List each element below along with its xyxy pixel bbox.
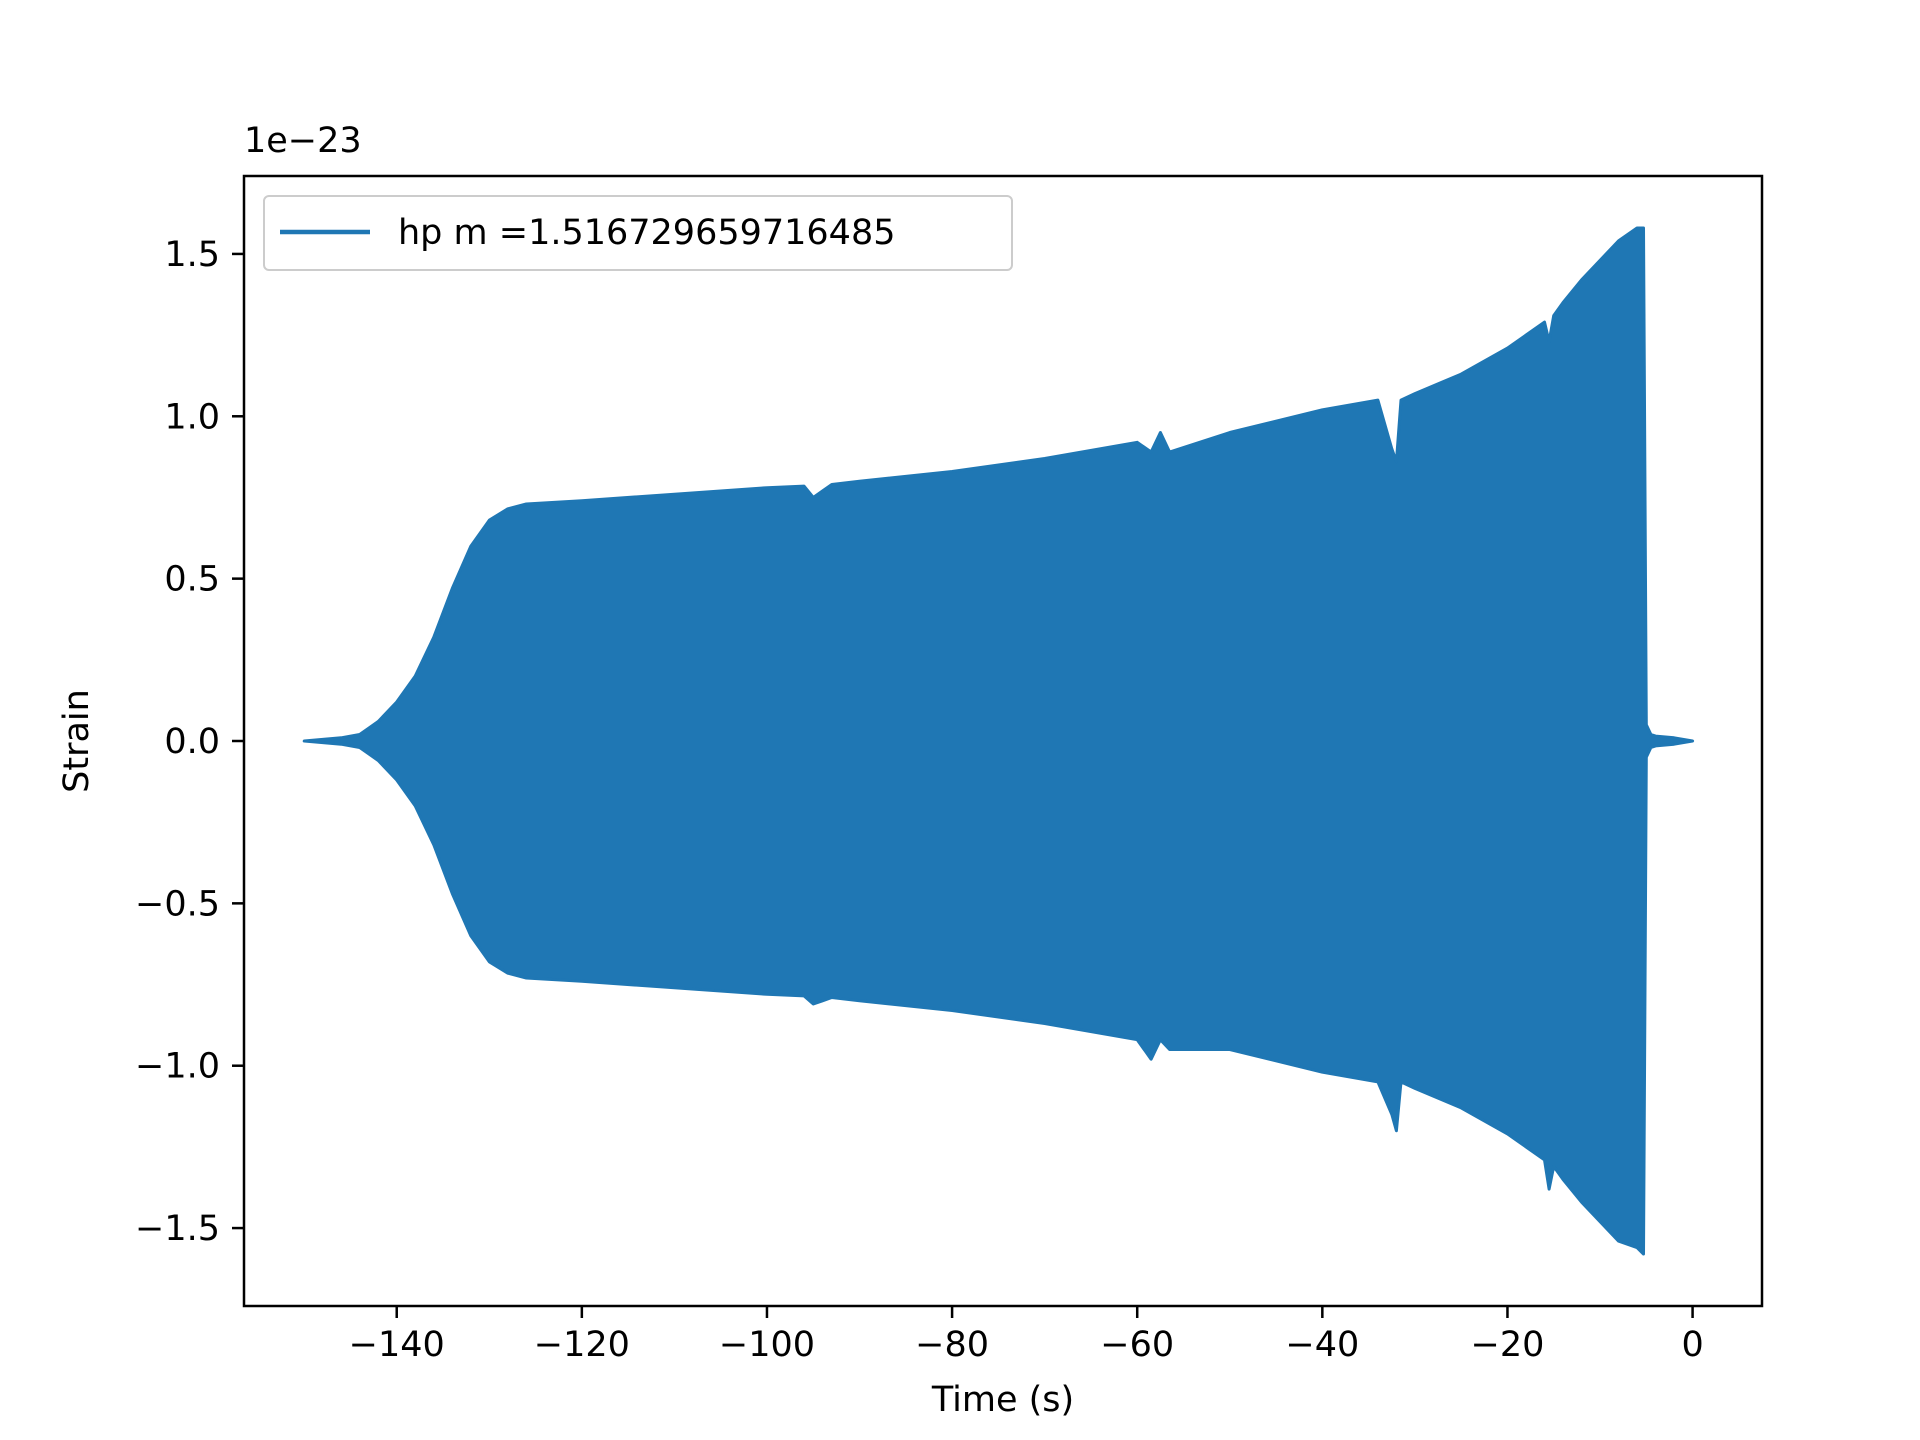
x-tick-label: −40 bbox=[1285, 1325, 1359, 1365]
y-tick-label: −1.5 bbox=[135, 1209, 220, 1249]
y-axis: −1.5 −1.0 −0.5 0.0 0.5 1.0 1.5 bbox=[135, 235, 244, 1249]
y-tick-label: 0.0 bbox=[164, 722, 220, 762]
legend: hp m =1.516729659716485 bbox=[263, 195, 1013, 271]
y-tick-label: 0.5 bbox=[164, 560, 220, 600]
y-axis-label: Strain bbox=[57, 689, 97, 793]
x-tick-label: −100 bbox=[719, 1325, 815, 1365]
legend-box bbox=[263, 195, 1013, 271]
y-tick-label: −1.0 bbox=[135, 1047, 220, 1087]
x-tick-label: −60 bbox=[1100, 1325, 1174, 1365]
x-axis-label: Time (s) bbox=[931, 1380, 1074, 1420]
y-tick-label: 1.5 bbox=[164, 235, 220, 275]
waveform-series-hp bbox=[302, 226, 1695, 1256]
x-tick-label: −120 bbox=[534, 1325, 630, 1365]
y-tick-label: −0.5 bbox=[135, 884, 220, 924]
x-tick-label: 0 bbox=[1681, 1325, 1703, 1365]
plot-area bbox=[302, 226, 1695, 1256]
x-tick-label: −140 bbox=[349, 1325, 445, 1365]
legend-entry-label: hp m =1.516729659716485 bbox=[398, 213, 896, 253]
x-tick-label: −20 bbox=[1471, 1325, 1545, 1365]
x-axis: −140 −120 −100 −80 −60 −40 −20 0 bbox=[349, 1306, 1704, 1365]
y-offset-text: 1e−23 bbox=[244, 121, 362, 161]
x-tick-label: −80 bbox=[915, 1325, 989, 1365]
y-tick-label: 1.0 bbox=[164, 397, 220, 437]
